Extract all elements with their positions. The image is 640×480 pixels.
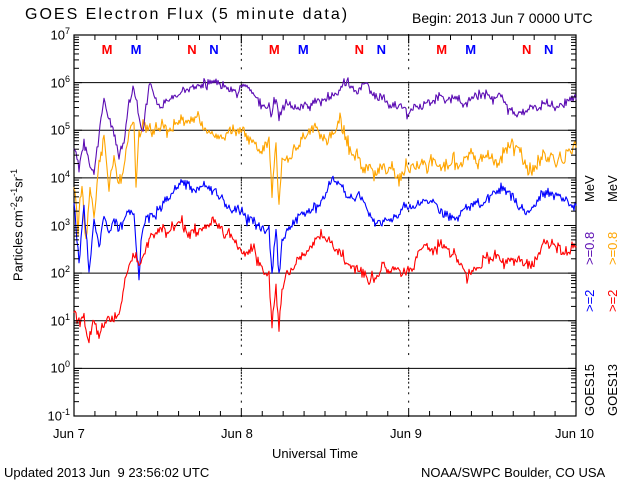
svg-text:M: M xyxy=(131,42,142,57)
svg-text:N: N xyxy=(544,42,553,57)
svg-text:N: N xyxy=(522,42,531,57)
svg-text:M: M xyxy=(465,42,476,57)
svg-text:N: N xyxy=(187,42,196,57)
svg-text:N: N xyxy=(377,42,386,57)
svg-text:M: M xyxy=(102,42,113,57)
svg-text:N: N xyxy=(209,42,218,57)
svg-text:M: M xyxy=(436,42,447,57)
svg-text:N: N xyxy=(355,42,364,57)
svg-text:M: M xyxy=(298,42,309,57)
svg-text:M: M xyxy=(269,42,280,57)
